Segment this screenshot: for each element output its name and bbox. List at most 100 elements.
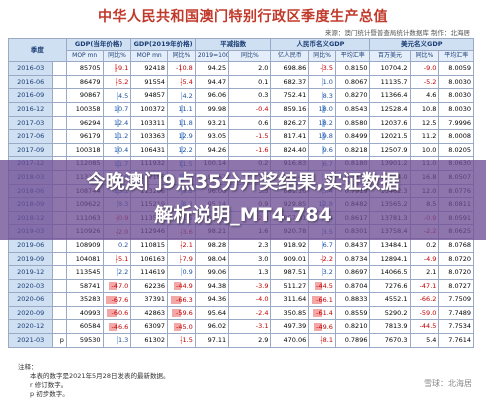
value-cell: 85705 <box>65 61 104 76</box>
growth-cell: 0.9 <box>167 265 196 280</box>
growth-bar <box>181 118 184 127</box>
value-cell: 104081 <box>65 251 104 267</box>
value-cell: 824.40 <box>270 142 310 158</box>
row-flag <box>52 237 67 253</box>
row-quarter: 2019-06 <box>7 237 54 253</box>
value-cell: 94.47 <box>194 74 230 90</box>
growth-cell: -67.6 <box>102 292 132 307</box>
col-usd-gdp: 美元名义GDP <box>369 38 474 51</box>
value-cell: 110815 <box>130 237 169 253</box>
growth-value: 0.9 <box>182 268 193 277</box>
growth-value: 12.9 <box>178 132 193 141</box>
value-cell: 511.27 <box>270 278 310 294</box>
growth-cell: -44.5 <box>308 278 336 294</box>
growth-bar <box>322 105 325 114</box>
value-cell: 59530 <box>65 333 104 348</box>
value-cell: 94.38 <box>194 278 230 294</box>
value-cell: 7.7489 <box>438 305 474 321</box>
value-cell: 0.8067 <box>334 74 371 90</box>
growth-cell: 0.2 <box>102 237 132 253</box>
value-cell: 8.0030 <box>438 88 474 103</box>
value-cell: 0.6 <box>228 115 272 131</box>
value-cell: 42863 <box>130 305 169 321</box>
table-row: 2016-06 86479 -5.2 91554 -5.4 94.47 0.1 682.37 1… <box>7 74 474 90</box>
table-row: 2020-06 35283 -67.6 37391 -66.3 94.36 -4.0 311.… <box>7 292 474 307</box>
sub-header: 平均汇率 <box>438 49 474 63</box>
value-cell: 92418 <box>130 61 169 76</box>
growth-cell: -44.9 <box>167 278 196 294</box>
row-flag <box>52 265 67 280</box>
growth-value: -9.1 <box>115 64 129 73</box>
value-cell: 0.8580 <box>334 115 371 131</box>
growth-cell: -49.6 <box>308 319 336 335</box>
growth-cell: 4.5 <box>102 88 132 103</box>
value-cell: 96.02 <box>194 319 230 335</box>
growth-value: -46.6 <box>111 322 129 331</box>
growth-cell: 6.7 <box>308 237 336 253</box>
growth-value: -5.2 <box>115 78 129 87</box>
value-cell: 4.6 <box>409 88 440 103</box>
row-flag <box>52 88 67 103</box>
growth-value: -1.5 <box>180 336 193 345</box>
growth-cell: -10.8 <box>167 61 196 76</box>
sub-header: 同比% <box>409 49 440 63</box>
row-quarter: 2019-12 <box>7 265 54 280</box>
growth-value: -61.4 <box>316 309 333 318</box>
value-cell: 100372 <box>130 101 169 117</box>
row-quarter: 2020-12 <box>7 319 54 335</box>
value-cell: 0.8704 <box>334 278 371 294</box>
value-cell: 0.2 <box>409 237 440 253</box>
growth-cell: -61.4 <box>308 305 336 321</box>
value-cell: 90867 <box>65 88 104 103</box>
growth-value: 10.4 <box>113 146 129 155</box>
growth-value: 4.2 <box>182 91 193 100</box>
growth-cell: -45.0 <box>167 319 196 335</box>
value-cell: 11135.7 <box>369 74 411 90</box>
value-cell: 909.01 <box>270 251 310 267</box>
value-cell: 13484.1 <box>369 237 411 253</box>
growth-cell: -60.6 <box>102 305 132 321</box>
growth-cell: -59.6 <box>167 305 196 321</box>
growth-bar <box>322 132 326 141</box>
growth-value: 0.2 <box>117 241 129 250</box>
value-cell: 96.06 <box>194 88 230 103</box>
value-cell: 8.0768 <box>438 237 474 253</box>
table-row: 2020-03 58741 -47.0 62236 -44.9 94.38 -3.9 511.… <box>7 278 474 294</box>
growth-bar <box>311 295 323 304</box>
growth-bar <box>181 132 184 141</box>
value-cell: 0.8210 <box>334 319 371 335</box>
growth-cell: 3.2 <box>308 265 336 280</box>
growth-value: -66.3 <box>176 295 193 304</box>
value-cell: 86479 <box>65 74 104 90</box>
value-cell: 40993 <box>65 305 104 321</box>
value-cell: -3.1 <box>228 319 272 335</box>
growth-bar <box>322 241 324 250</box>
growth-value: -44.5 <box>316 281 333 290</box>
value-cell: -3.9 <box>228 278 272 294</box>
growth-cell: -7.9 <box>167 251 196 267</box>
notes-line: r 修订数字。 <box>30 381 68 389</box>
growth-cell: -46.6 <box>102 319 132 335</box>
value-cell: 7813.9 <box>369 319 411 335</box>
growth-cell: 9.6 <box>308 142 336 158</box>
sub-header: 同比% <box>228 49 272 63</box>
row-flag <box>52 292 67 307</box>
growth-bar <box>174 322 182 331</box>
notes-line: 本表的数字是2021年5月28日发表的最新数据。 <box>30 372 170 380</box>
growth-cell: 11.1 <box>167 101 196 117</box>
value-cell: -0.4 <box>228 101 272 117</box>
growth-value: -5.4 <box>180 78 193 87</box>
row-flag <box>52 278 67 294</box>
col-gdp-2019: GDP(2019年价格) <box>130 38 196 51</box>
value-cell: 2.0 <box>228 61 272 76</box>
value-cell: 100358 <box>65 101 104 117</box>
value-cell: 61302 <box>130 333 169 348</box>
overlay-line-2: 解析说明_MT4.784 <box>154 204 332 226</box>
row-quarter: 2016-09 <box>7 88 54 103</box>
value-cell: 2.9 <box>228 333 272 348</box>
table-row: 2021-03 p 59530 1.3 61302 -1.5 97.11 2.9 470.06 -… <box>7 333 474 348</box>
value-cell: 114619 <box>130 265 169 280</box>
value-cell: -59.0 <box>409 305 440 321</box>
value-cell: 497.39 <box>270 319 310 335</box>
value-cell: 859.16 <box>270 101 310 117</box>
